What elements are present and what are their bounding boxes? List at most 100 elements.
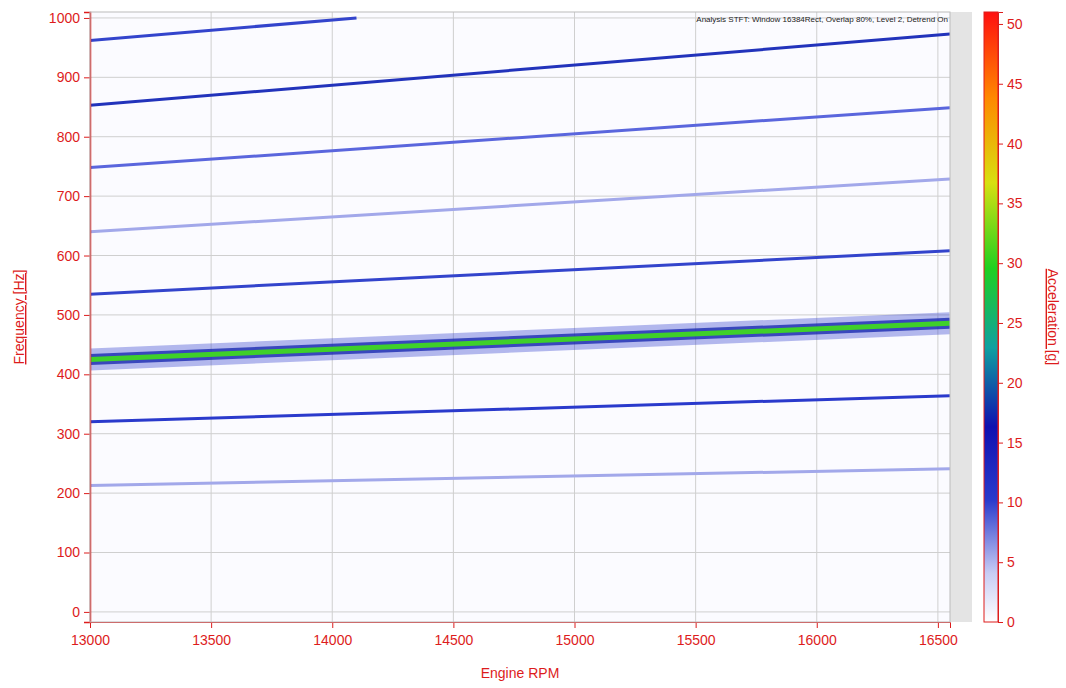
color-tick: 15 — [998, 435, 1023, 451]
order-line — [90, 18, 356, 41]
x-tick-label: 13000 — [71, 632, 110, 648]
x-tick-label: 14500 — [434, 632, 473, 648]
order-line — [90, 396, 950, 422]
color-tick-label: 40 — [1007, 136, 1023, 152]
order-line-halo — [90, 323, 950, 359]
grid-line — [90, 611, 950, 612]
grid-line — [211, 12, 212, 622]
color-tick: 30 — [998, 255, 1023, 271]
x-tick: 16000 — [798, 622, 837, 648]
color-tick-label: 20 — [1007, 375, 1023, 391]
y-tick-mark — [84, 315, 90, 316]
y-tick: 700 — [57, 188, 90, 204]
y-tick-label: 200 — [57, 485, 81, 501]
color-axis: 05101520253035404550 — [998, 13, 1023, 630]
grid-line — [453, 12, 454, 622]
color-tick-mark — [998, 24, 1003, 25]
x-tick-mark — [453, 622, 454, 628]
grid-line — [90, 493, 950, 494]
x-tick-label: 14000 — [313, 632, 352, 648]
color-tick-mark — [998, 502, 1003, 503]
color-tick: 40 — [998, 136, 1023, 152]
y-tick: 0 — [72, 604, 90, 620]
x-tick: 14000 — [313, 622, 352, 648]
chart: 1300013500140001450015000155001600016500… — [0, 0, 1066, 688]
grid-line — [90, 374, 950, 375]
color-tick-mark — [998, 383, 1003, 384]
order-line — [90, 251, 950, 294]
plot-background — [90, 12, 950, 622]
color-tick-mark — [998, 443, 1003, 444]
y-tick: 600 — [57, 248, 90, 264]
color-axis-line — [999, 13, 1004, 623]
order-line — [90, 469, 950, 486]
color-tick: 35 — [998, 195, 1023, 211]
color-tick: 25 — [998, 315, 1023, 331]
y-tick: 500 — [57, 307, 90, 323]
y-tick-mark — [84, 77, 90, 78]
y-tick: 200 — [57, 485, 90, 501]
grid — [90, 12, 950, 622]
color-bar — [984, 12, 998, 622]
x-tick-label: 16500 — [919, 632, 958, 648]
y-tick-mark — [84, 493, 90, 494]
order-line — [90, 179, 950, 232]
color-tick: 20 — [998, 375, 1023, 391]
y-tick-label: 800 — [57, 129, 81, 145]
color-tick-label: 25 — [1007, 315, 1023, 331]
grid-line — [90, 552, 950, 553]
x-tick-label: 16000 — [798, 632, 837, 648]
color-tick-mark — [998, 562, 1003, 563]
x-tick-mark — [696, 622, 697, 628]
grid-line — [816, 12, 817, 622]
y-tick-label: 1000 — [49, 10, 80, 26]
color-tick-label: 15 — [1007, 435, 1023, 451]
x-tick-mark — [817, 622, 818, 628]
y-tick-label: 500 — [57, 307, 81, 323]
color-tick-mark — [998, 622, 1003, 623]
x-tick-label: 13500 — [192, 632, 231, 648]
color-tick-mark — [998, 323, 1003, 324]
x-tick: 13500 — [192, 622, 231, 648]
x-tick-mark — [938, 622, 939, 628]
y-tick: 100 — [57, 544, 90, 560]
color-tick-mark — [998, 144, 1003, 145]
color-tick: 10 — [998, 494, 1023, 510]
color-bar-title: Acceleration [g] — [1045, 269, 1061, 366]
x-tick: 14500 — [434, 622, 473, 648]
color-tick-label: 35 — [1007, 195, 1023, 211]
y-tick: 1000 — [49, 10, 90, 26]
color-tick-mark — [998, 84, 1003, 85]
plot-frame — [90, 12, 950, 622]
color-tick: 5 — [998, 554, 1015, 570]
color-tick-mark — [998, 203, 1003, 204]
x-tick-label: 15000 — [556, 632, 595, 648]
x-tick-mark — [332, 622, 333, 628]
y-tick-label: 700 — [57, 188, 81, 204]
side-strip — [950, 12, 972, 622]
grid-line — [90, 314, 950, 315]
x-tick-label: 15500 — [677, 632, 716, 648]
color-tick-label: 30 — [1007, 255, 1023, 271]
color-tick: 45 — [998, 76, 1023, 92]
y-axis: 0 100 200 300 400 500 600 700 800 900 1000 — [49, 10, 91, 623]
x-tick-mark — [575, 622, 576, 628]
color-tick-label: 5 — [1007, 554, 1015, 570]
order-line-halo — [90, 323, 950, 359]
y-tick: 900 — [57, 69, 90, 85]
y-tick-mark — [84, 553, 90, 554]
marks — [90, 18, 950, 485]
x-axis: 13000 13500 14000 14500 15000 15500 16000 16500 — [71, 622, 958, 648]
y-tick: 300 — [57, 426, 90, 442]
y-tick-label: 400 — [57, 366, 81, 382]
x-tick: 16500 — [919, 622, 958, 648]
x-tick: 13000 — [71, 622, 110, 648]
y-tick-label: 600 — [57, 248, 81, 264]
x-tick: 15500 — [677, 622, 716, 648]
y-tick: 400 — [57, 366, 90, 382]
y-tick-mark — [84, 18, 90, 19]
color-tick-label: 10 — [1007, 494, 1023, 510]
x-axis-title: Engine RPM — [481, 665, 560, 681]
x-tick-mark — [211, 622, 212, 628]
y-tick-label: 0 — [72, 604, 80, 620]
